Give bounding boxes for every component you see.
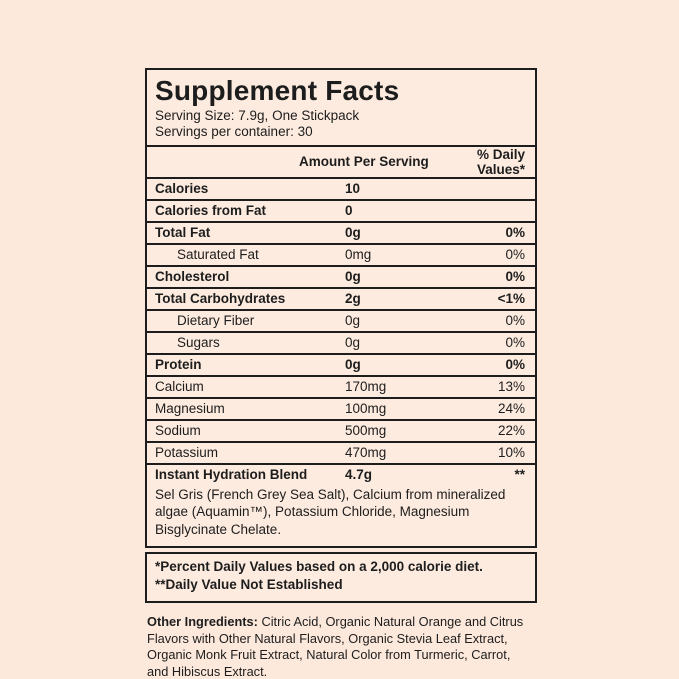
nutrient-row: Instant Hydration Blend 4.7g ** <box>147 462 535 485</box>
nutrient-row: Calcium 170mg 13% <box>147 374 535 397</box>
nutrient-amount: 170mg <box>345 379 387 395</box>
nutrient-name: Dietary Fiber <box>177 313 255 329</box>
nutrient-amount: 2g <box>345 291 361 307</box>
nutrient-name: Sugars <box>177 335 220 351</box>
nutrient-amount: 100mg <box>345 401 387 417</box>
nutrient-daily-value: 0% <box>505 335 525 351</box>
nutrient-row: Magnesium 100mg 24% <box>147 396 535 419</box>
servings-per-container-line: Servings per container: 30 <box>155 124 313 140</box>
nutrient-amount: 0 <box>345 203 353 219</box>
nutrient-name: Cholesterol <box>155 269 230 285</box>
nutrient-amount: 0g <box>345 313 361 329</box>
nutrient-amount: 500mg <box>345 423 387 439</box>
other-ingredients-label: Other Ingredients: <box>147 613 258 629</box>
other-ingredients: Other Ingredients: Citric Acid, Organic … <box>145 614 537 679</box>
nutrient-amount: 10 <box>345 181 361 197</box>
footnote-not-established: **Daily Value Not Established <box>155 577 343 593</box>
nutrient-name: Instant Hydration Blend <box>155 467 308 483</box>
nutrient-name: Calcium <box>155 379 204 395</box>
nutrient-row: Sodium 500mg 22% <box>147 418 535 441</box>
nutrient-amount: 0g <box>345 269 361 285</box>
column-header-daily-value: % Daily Values* <box>476 146 525 177</box>
supplement-facts-panel: Supplement Facts Serving Size: 7.9g, One… <box>145 68 537 679</box>
nutrient-name: Protein <box>155 357 202 373</box>
nutrient-name: Total Fat <box>155 225 211 241</box>
nutrient-rows: Calories 10 Calories from Fat 0 Total Fa… <box>147 176 535 485</box>
nutrient-daily-value: 0% <box>505 247 525 263</box>
nutrient-row: Total Carbohydrates 2g <1% <box>147 286 535 309</box>
nutrient-amount: 0g <box>345 225 361 241</box>
nutrient-row: Potassium 470mg 10% <box>147 440 535 463</box>
nutrient-amount: 470mg <box>345 445 387 461</box>
nutrient-daily-value: 22% <box>497 423 525 439</box>
other-ingredients-text: Citric Acid, Organic Natural Orange and … <box>147 613 524 679</box>
nutrient-row: Saturated Fat 0mg 0% <box>147 242 535 265</box>
nutrient-row: Protein 0g 0% <box>147 352 535 375</box>
panel-header: Supplement Facts Serving Size: 7.9g, One… <box>147 70 535 145</box>
nutrient-daily-value: 0% <box>505 313 525 329</box>
nutrient-name: Calories from Fat <box>155 203 267 219</box>
nutrient-row: Calories from Fat 0 <box>147 198 535 221</box>
nutrient-amount: 4.7g <box>345 467 373 483</box>
nutrient-daily-value: 24% <box>497 401 525 417</box>
footnote-box: *Percent Daily Values based on a 2,000 c… <box>145 552 537 603</box>
nutrient-row: Cholesterol 0g 0% <box>147 264 535 287</box>
blend-description: Sel Gris (French Grey Sea Salt), Calcium… <box>155 486 506 537</box>
nutrient-amount: 0g <box>345 335 361 351</box>
supplement-facts-box: Supplement Facts Serving Size: 7.9g, One… <box>145 68 537 549</box>
nutrient-daily-value: 13% <box>497 379 525 395</box>
nutrient-name: Saturated Fat <box>177 247 259 263</box>
nutrient-name: Total Carbohydrates <box>155 291 286 307</box>
nutrient-daily-value: ** <box>514 467 525 483</box>
nutrient-name: Sodium <box>155 423 201 439</box>
column-header-amount: Amount Per Serving <box>299 154 429 170</box>
nutrient-amount: 0g <box>345 357 361 373</box>
nutrient-daily-value: 10% <box>497 445 525 461</box>
nutrient-name: Magnesium <box>155 401 225 417</box>
nutrient-row: Dietary Fiber 0g 0% <box>147 308 535 331</box>
nutrient-row: Calories 10 <box>147 176 535 199</box>
column-header-row: Amount Per Serving % Daily Values* <box>147 144 535 177</box>
nutrient-row: Total Fat 0g 0% <box>147 220 535 243</box>
footnote-daily-values: *Percent Daily Values based on a 2,000 c… <box>155 559 483 575</box>
nutrient-row: Sugars 0g 0% <box>147 330 535 353</box>
nutrient-daily-value: 0% <box>505 269 525 285</box>
nutrient-amount: 0mg <box>345 247 372 263</box>
nutrient-daily-value: <1% <box>497 291 525 307</box>
nutrient-daily-value: 0% <box>505 225 525 241</box>
nutrient-name: Calories <box>155 181 209 197</box>
nutrient-daily-value: 0% <box>505 357 525 373</box>
serving-size-line: Serving Size: 7.9g, One Stickpack <box>155 108 360 124</box>
nutrient-name: Potassium <box>155 445 219 461</box>
panel-title: Supplement Facts <box>155 75 400 106</box>
